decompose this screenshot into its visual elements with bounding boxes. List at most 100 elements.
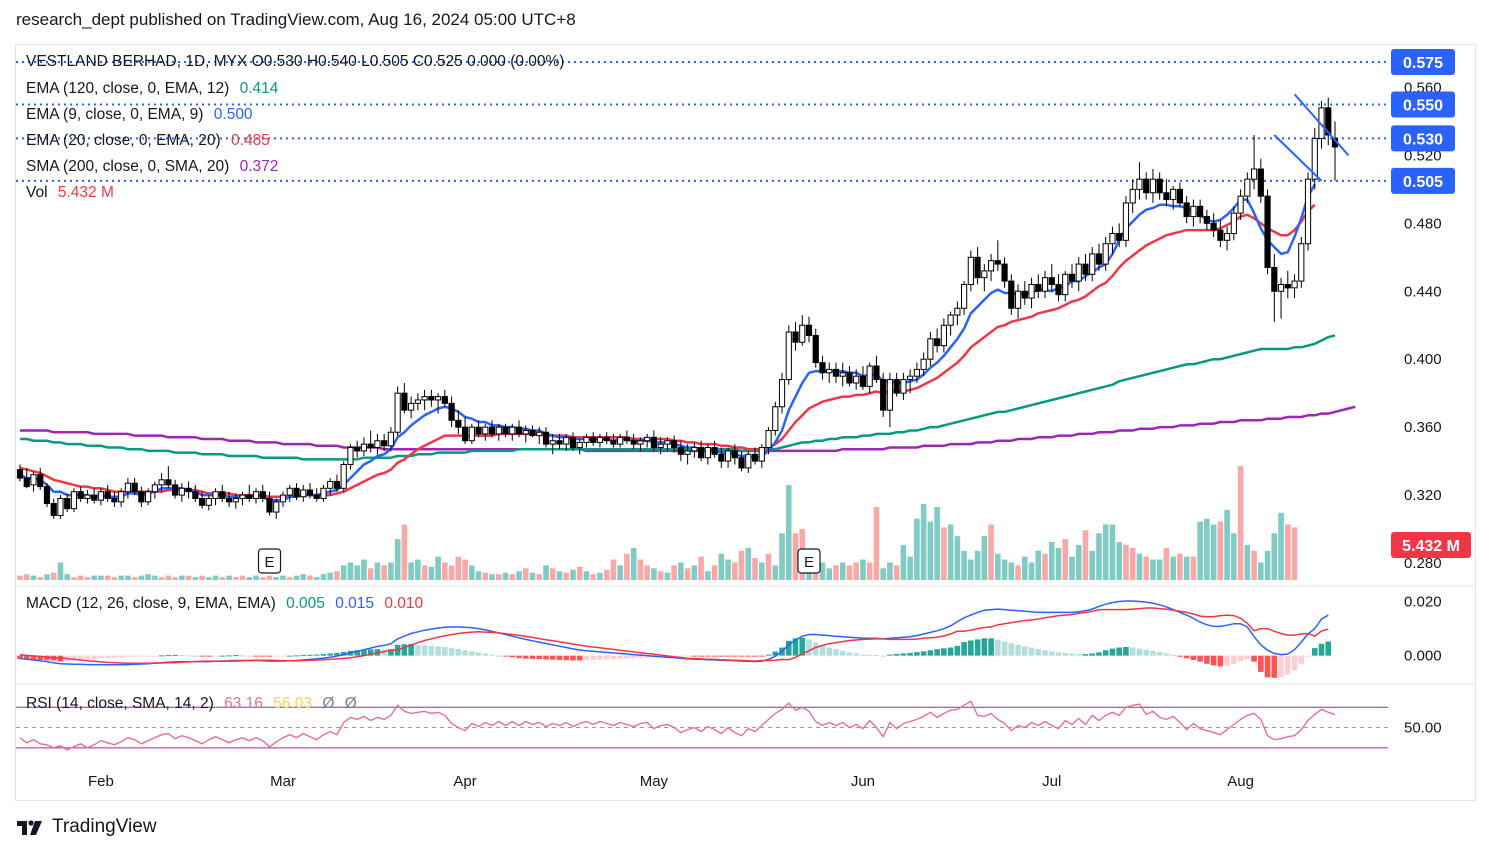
volume-bar: [442, 562, 448, 580]
macd-histogram-bar: [536, 655, 543, 660]
volume-bar: [307, 575, 313, 580]
rsi-legend[interactable]: RSI (14, close, SMA, 14, 2) 63.16 56.03 …: [26, 695, 363, 713]
candle-body: [556, 440, 563, 445]
candle-body: [853, 375, 860, 384]
macd-histogram-bar: [570, 655, 576, 661]
macd-histogram-bar: [37, 655, 44, 660]
ema9-legend[interactable]: EMA (9, close, 0, EMA, 9) 0.500: [26, 106, 259, 124]
macd-histogram-bar: [833, 649, 839, 656]
candle-body: [1068, 273, 1076, 282]
candle-body: [50, 503, 57, 516]
chart-frame: [15, 44, 1476, 801]
trendline: [1273, 134, 1323, 182]
candle-body: [772, 406, 779, 432]
main-legend[interactable]: VESTLAND BERHAD, 1D, MYX O0.530 H0.540 L…: [26, 53, 570, 71]
candle-body: [529, 430, 536, 437]
time-tick-label: Mar: [270, 773, 296, 790]
macd-histogram-bar: [455, 649, 462, 656]
volume-bar: [705, 571, 711, 580]
candles-layer: [16, 97, 1339, 519]
volume-bar: [111, 577, 118, 580]
candle-body: [751, 453, 759, 462]
candle-body: [1028, 283, 1035, 299]
ema120-legend[interactable]: EMA (120, close, 0, EMA, 12) 0.414: [26, 80, 284, 98]
macd-histogram-bar: [313, 654, 320, 656]
candle-body: [1082, 263, 1089, 275]
volume-bar: [1177, 553, 1183, 580]
volume-bar: [630, 547, 637, 580]
candle-body: [1176, 188, 1183, 204]
candle-body: [1277, 283, 1285, 292]
macd-histogram-bar: [1271, 655, 1278, 678]
volume-bar: [1082, 530, 1089, 580]
volume-bar: [388, 562, 394, 580]
volume-legend[interactable]: Vol 5.432 M: [26, 184, 120, 202]
macd-histogram-bar: [334, 652, 340, 656]
volume-bar: [71, 577, 77, 580]
candle-body: [522, 430, 529, 435]
macd-legend[interactable]: MACD (12, 26, close, 9, EMA, EMA) 0.005 …: [26, 595, 429, 613]
macd-histogram-bar: [785, 640, 792, 656]
volume-bar: [266, 575, 273, 580]
tradingview-logo[interactable]: TradingView: [16, 816, 157, 838]
volume-bar: [98, 575, 104, 580]
candle-body: [724, 450, 732, 462]
volume-bar: [819, 562, 826, 580]
volume-bar: [536, 574, 543, 580]
volume-badge-label: 5.432 M: [1402, 538, 1460, 555]
candle-body: [1014, 290, 1022, 309]
candle-body: [603, 436, 610, 442]
candle-body: [266, 497, 273, 513]
macd-histogram-bar: [172, 654, 178, 656]
macd-histogram-bar: [630, 655, 637, 659]
macd-histogram-bar: [489, 654, 495, 656]
candle-body: [178, 487, 185, 496]
candle-body: [97, 491, 105, 501]
candle-body: [563, 436, 570, 445]
macd-histogram-bar: [1305, 655, 1311, 657]
candle-body: [954, 307, 961, 316]
macd-histogram-bar: [428, 645, 435, 656]
ema20-legend[interactable]: EMA (20, close, 0, EMA, 20) 0.485: [26, 132, 276, 150]
macd-histogram-bar: [1021, 646, 1028, 656]
price-tick-label: 0.400: [1404, 351, 1442, 368]
candle-body: [832, 368, 840, 377]
volume-bar: [556, 571, 563, 580]
candle-body: [967, 256, 974, 285]
macd-histogram-bar: [1156, 651, 1163, 656]
volume-bar: [219, 577, 226, 580]
volume-bar: [934, 506, 940, 580]
candle-body: [805, 324, 813, 336]
macd-histogram-bar: [846, 652, 853, 656]
volume-bar: [1021, 556, 1028, 580]
macd-histogram-bar: [995, 639, 1001, 656]
macd-histogram-bar: [1035, 648, 1042, 656]
candle-body: [617, 436, 624, 445]
candle-body: [252, 491, 260, 499]
candle-body: [30, 474, 37, 486]
candle-body: [118, 491, 125, 503]
volume-bar: [563, 572, 570, 580]
candle-body: [927, 338, 934, 360]
macd-histogram-bar: [1109, 648, 1116, 656]
volume-bar: [185, 575, 192, 580]
macd-histogram-bar: [1123, 646, 1129, 656]
candle-body: [542, 431, 550, 445]
volume-bar: [624, 553, 630, 580]
candle-body: [104, 491, 111, 499]
sma200-legend[interactable]: SMA (200, close, 0, SMA, 20) 0.372: [26, 158, 284, 176]
volume-bar: [860, 559, 866, 580]
volume-bar: [738, 550, 745, 580]
volume-bar: [448, 565, 455, 580]
volume-bar: [516, 571, 522, 580]
macd-histogram-bar: [711, 655, 718, 657]
volume-bar: [509, 574, 516, 580]
volume-bar: [64, 574, 71, 580]
macd-histogram-bar: [1325, 641, 1332, 656]
macd-histogram-bar: [1311, 648, 1318, 656]
volume-bar: [893, 565, 900, 580]
candle-body: [502, 426, 509, 435]
volume-bar: [1001, 559, 1008, 580]
macd-histogram-bar: [1042, 650, 1048, 656]
